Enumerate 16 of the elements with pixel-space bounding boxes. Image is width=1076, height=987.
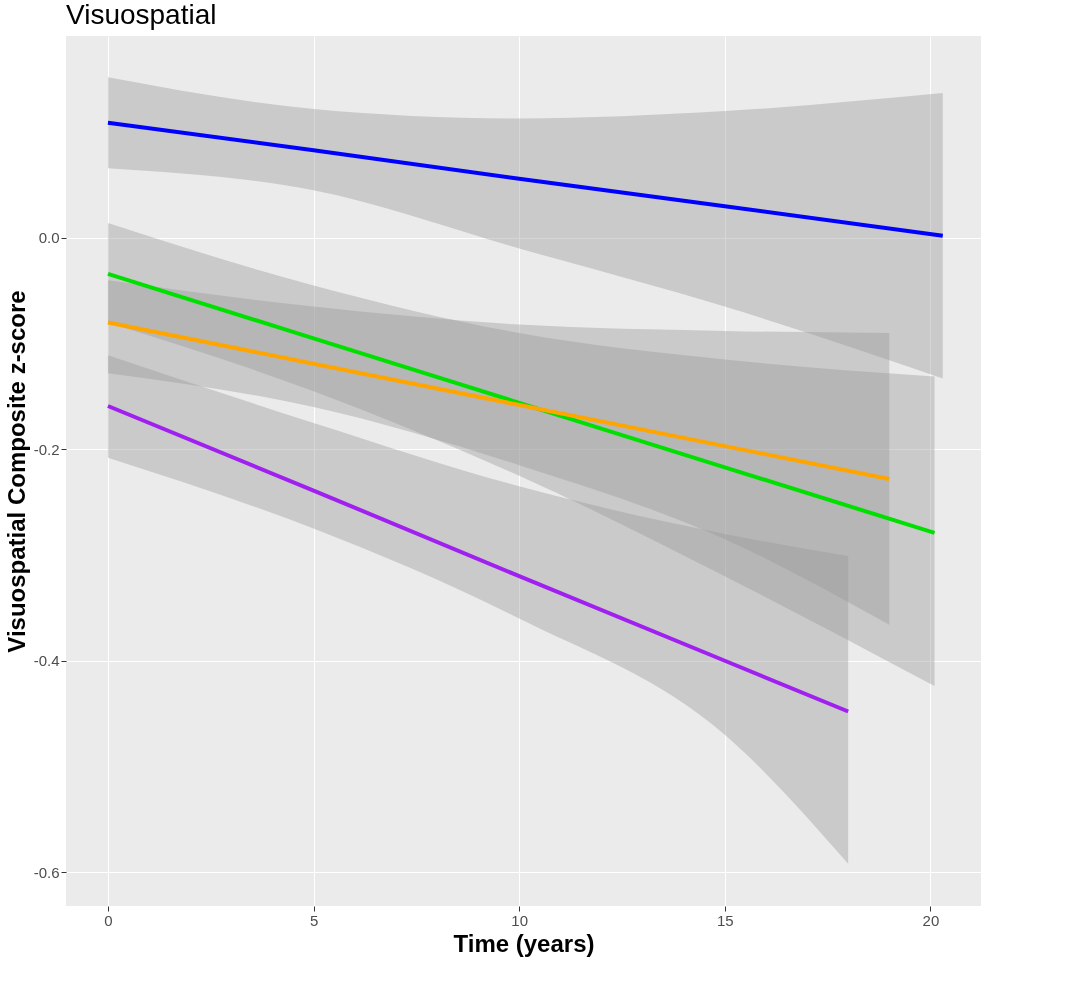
y-axis-title: Visuospatial Composite z-score [2, 290, 30, 653]
x-tick-label: 15 [716, 911, 734, 929]
x-tick-label: 0 [104, 911, 113, 929]
chart-title: Visuospatial [66, 0, 217, 30]
line-series [105, 320, 892, 481]
y-tick-label: -0.2 [33, 440, 60, 458]
x-tick-label: 5 [309, 911, 319, 929]
x-axis-title: Time (years) [453, 929, 595, 957]
line-series [105, 403, 851, 714]
y-tick-label: -0.4 [33, 652, 60, 670]
x-tick-label: 20 [922, 911, 940, 929]
y-tick-label: 0.0 [38, 229, 60, 247]
line-series [105, 271, 937, 535]
y-tick-label: -0.6 [33, 863, 60, 881]
line-series [105, 120, 945, 238]
x-tick-label: 10 [511, 911, 529, 929]
